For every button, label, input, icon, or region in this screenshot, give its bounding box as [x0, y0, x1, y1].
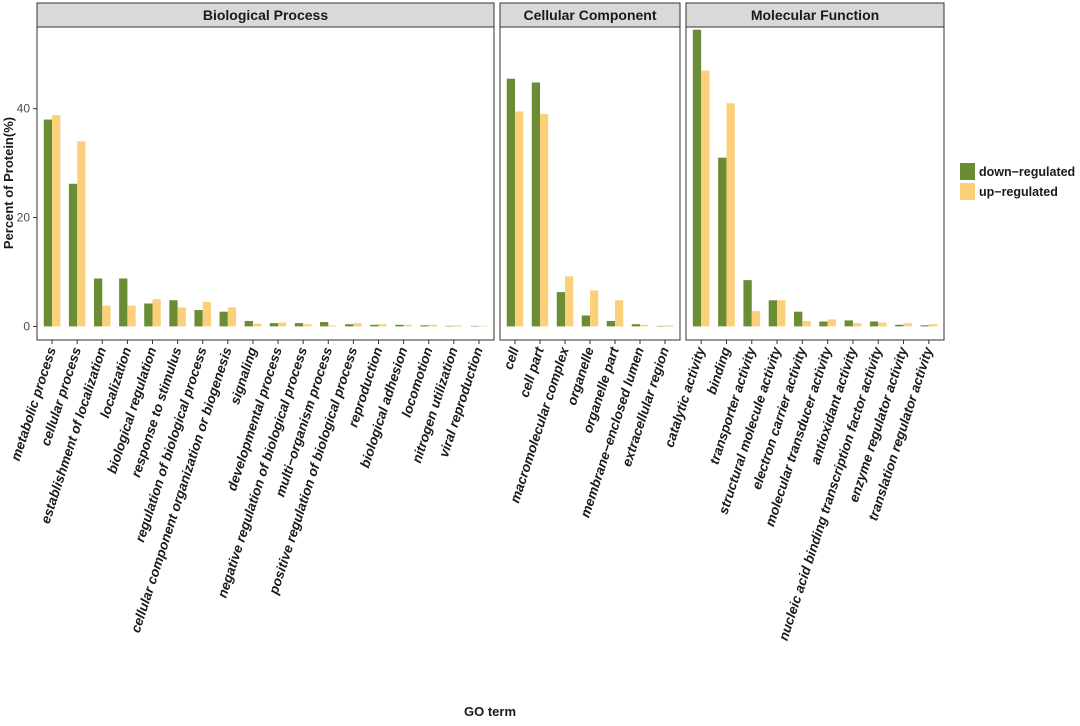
bar-down-biological-adhesion — [395, 324, 404, 327]
bar-up-transporter-activity — [751, 311, 761, 327]
bar-up-negative-regulation-of-biological-process — [303, 324, 312, 327]
bar-up-cellular-process — [77, 141, 86, 327]
bar-up-structural-molecule-activity — [777, 300, 786, 327]
bar-down-cellular-process — [68, 183, 78, 327]
panel-strip — [36, 2, 495, 28]
y-tick-label: 0 — [23, 319, 30, 333]
bar-up-cell-part — [540, 114, 549, 327]
bar-down-translation-regulator-activity — [920, 325, 929, 327]
bar-up-multi-organism-process — [328, 325, 337, 327]
x-tick-label: binding — [704, 345, 734, 397]
bar-up-cell — [515, 111, 524, 327]
bar-up-enzyme-regulator-activity — [903, 323, 912, 327]
bar-down-response-to-stimulus — [169, 300, 178, 327]
legend-label: down−regulated — [979, 165, 1075, 179]
legend-label: up−regulated — [979, 185, 1058, 199]
panel-plot-area — [36, 26, 495, 341]
bar-up-locomotion — [428, 324, 438, 327]
bar-up-metabolic-process — [52, 115, 61, 327]
bar-up-organelle-part — [615, 300, 624, 327]
bar-down-cellular-component-organization-or-biogenesis — [219, 311, 228, 327]
bar-down-catalytic-activity — [692, 29, 702, 327]
bar-up-macromolecular-complex — [565, 276, 574, 327]
bar-down-cell-part — [531, 82, 540, 327]
x-axis-title: GO term — [464, 704, 516, 719]
bar-up-binding — [726, 103, 735, 327]
bar-up-electron-carrier-activity — [802, 320, 811, 327]
bar-up-developmental-process — [278, 322, 287, 327]
bar-up-molecular-transducer-activity — [827, 319, 836, 327]
bar-down-developmental-process — [269, 323, 279, 327]
panel-title: Cellular Component — [523, 7, 656, 23]
bar-down-establishment-of-localization — [93, 278, 103, 327]
bar-down-nucleic-acid-binding-transcription-factor-activity — [869, 321, 879, 327]
bar-up-viral-reproduction — [478, 325, 488, 327]
bar-down-multi-organism-process — [319, 322, 329, 327]
bar-up-positive-regulation-of-biological-process — [353, 323, 362, 327]
panel-title: Molecular Function — [751, 7, 879, 23]
y-tick-label: 40 — [17, 102, 31, 116]
bar-down-extracellular-region — [656, 325, 665, 327]
bar-down-organelle — [581, 315, 590, 327]
bar-up-organelle — [590, 290, 599, 327]
bar-down-regulation-of-biological-process — [194, 310, 203, 327]
bar-down-localization — [119, 278, 128, 327]
bar-down-biological-regulation — [144, 303, 153, 327]
bar-up-nucleic-acid-binding-transcription-factor-activity — [878, 322, 887, 327]
bar-down-metabolic-process — [43, 119, 53, 327]
bar-down-macromolecular-complex — [556, 292, 565, 327]
y-tick-label: 20 — [17, 211, 31, 225]
bar-up-reproduction — [378, 324, 387, 327]
bar-down-cell — [506, 78, 515, 327]
bar-down-antioxidant-activity — [844, 320, 853, 327]
bar-up-extracellular-region — [665, 325, 674, 327]
bar-up-signaling — [252, 323, 262, 327]
panel-strip — [685, 2, 945, 28]
bar-up-response-to-stimulus — [177, 307, 186, 327]
bar-up-antioxidant-activity — [852, 323, 862, 327]
panel-title: Biological Process — [203, 7, 328, 23]
bar-down-molecular-transducer-activity — [819, 321, 828, 327]
bar-up-establishment-of-localization — [102, 305, 111, 327]
bar-down-nitrogen-utilization — [445, 325, 454, 327]
bar-up-cellular-component-organization-or-biogenesis — [227, 307, 237, 327]
panel-plot-area — [499, 26, 681, 341]
bar-down-positive-regulation-of-biological-process — [345, 324, 354, 327]
bar-up-membrane-enclosed-lumen — [640, 324, 649, 327]
bar-up-biological-adhesion — [403, 324, 412, 327]
bar-down-locomotion — [420, 325, 429, 327]
bar-up-regulation-of-biological-process — [202, 301, 212, 327]
y-axis-title: Percent of Protein(%) — [1, 117, 16, 249]
legend-swatch-up-regulated — [960, 183, 975, 200]
bar-down-membrane-enclosed-lumen — [631, 324, 640, 327]
bar-up-biological-regulation — [152, 299, 161, 327]
bar-up-nitrogen-utilization — [453, 325, 463, 327]
bar-down-electron-carrier-activity — [794, 311, 803, 327]
bar-down-viral-reproduction — [470, 325, 479, 327]
bar-down-organelle-part — [606, 320, 615, 327]
bar-down-reproduction — [370, 324, 379, 327]
bar-down-structural-molecule-activity — [768, 300, 778, 327]
x-tick-label: cell — [501, 345, 522, 371]
bar-up-catalytic-activity — [701, 70, 710, 327]
bar-up-localization — [127, 305, 136, 327]
bar-down-transporter-activity — [743, 280, 752, 327]
bar-down-negative-regulation-of-biological-process — [294, 323, 304, 327]
bar-up-translation-regulator-activity — [928, 324, 938, 327]
bar-down-enzyme-regulator-activity — [895, 324, 904, 327]
bar-down-signaling — [244, 320, 253, 327]
bar-down-binding — [718, 157, 727, 327]
legend: down−regulated up−regulated — [960, 163, 1075, 200]
legend-swatch-down-regulated — [960, 163, 975, 180]
